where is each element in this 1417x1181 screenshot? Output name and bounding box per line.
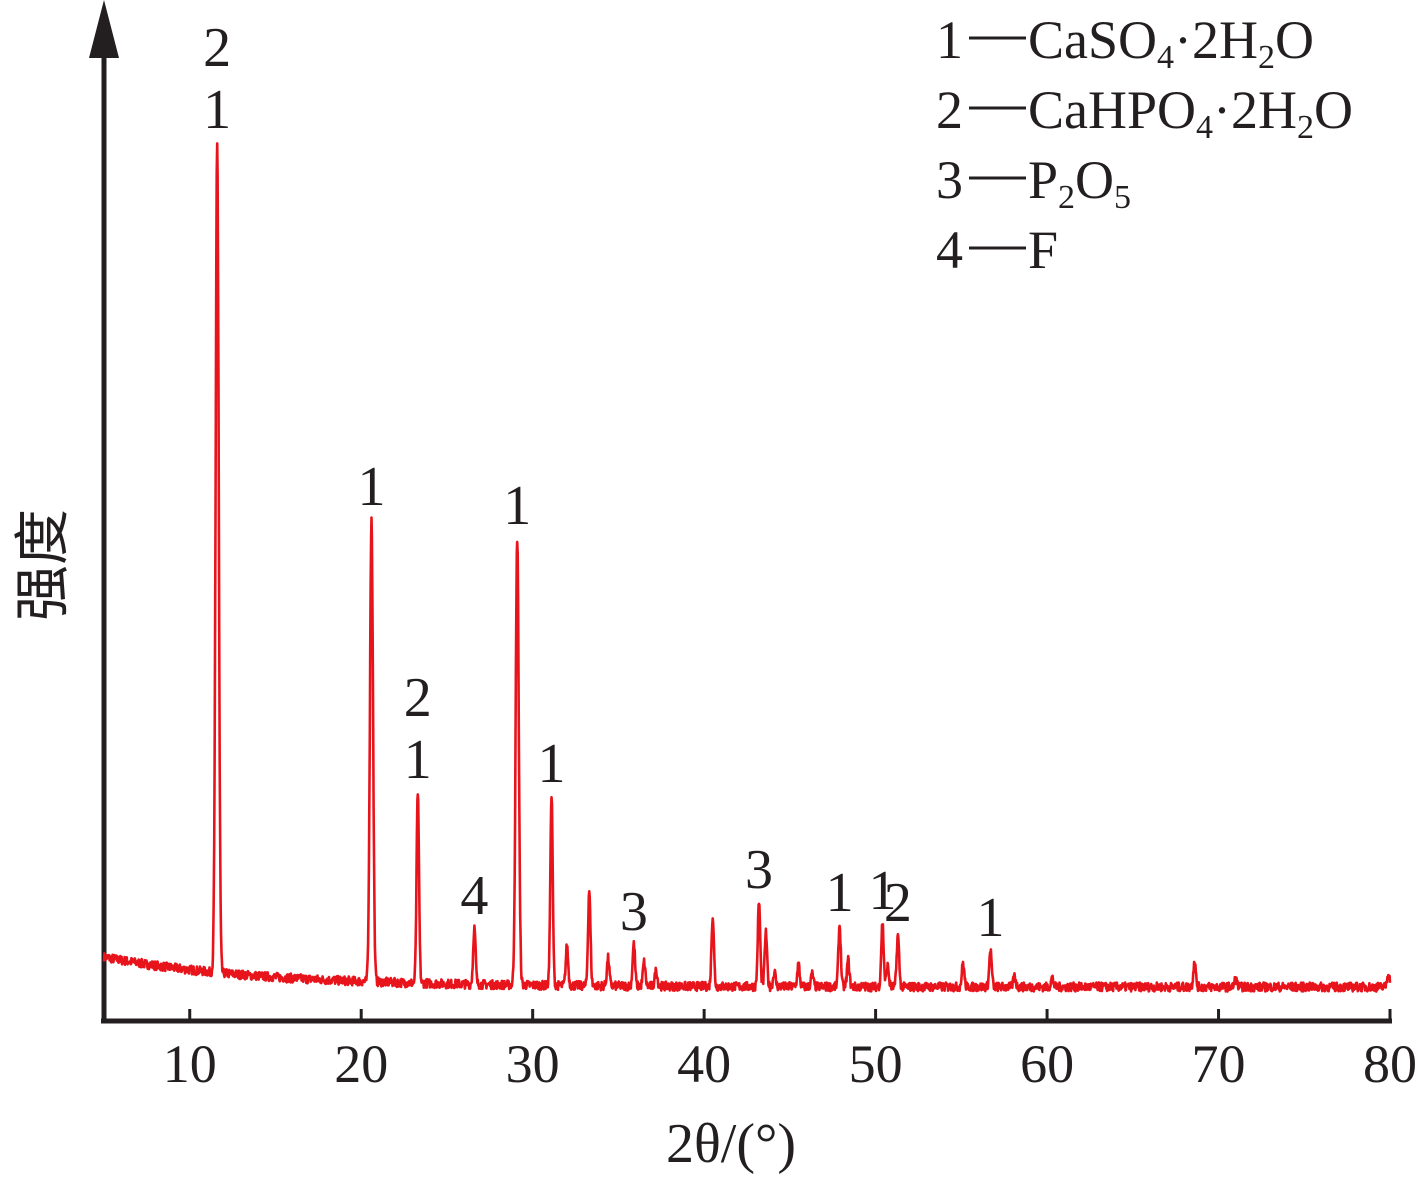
peak-label: 3 [620, 881, 648, 943]
peak-label: 1 [976, 887, 1004, 949]
x-tick-labels: 10 20 30 40 50 60 70 80 [163, 1034, 1417, 1094]
x-tick-label: 50 [849, 1034, 903, 1094]
peak-label: 1 [404, 729, 432, 791]
x-tick-label: 60 [1020, 1034, 1074, 1094]
legend-formula: CaHPO4·2H2O [1028, 80, 1353, 146]
peak-label: 1 [203, 79, 231, 141]
legend-key: 1 [936, 10, 963, 70]
peak-label: 3 [745, 839, 773, 901]
x-tick-label: 80 [1363, 1034, 1417, 1094]
peak-label: 2 [884, 872, 912, 934]
peak-label: 2 [404, 667, 432, 729]
peak-label: 1 [357, 456, 385, 518]
peak-label: 1 [826, 862, 854, 924]
legend-key: 3 [936, 150, 963, 210]
legend: 1 CaSO4·2H2O 2 CaHPO4·2H2O 3 P2O5 4 F [936, 10, 1353, 280]
legend-formula: F [1028, 220, 1058, 280]
x-tick-label: 20 [334, 1034, 388, 1094]
legend-formula: P2O5 [1028, 150, 1131, 216]
peak-label: 1 [538, 733, 566, 795]
legend-key: 2 [936, 80, 963, 140]
y-axis-label: 强度 [13, 509, 75, 621]
x-axis-label: 2θ/(°) [666, 1113, 796, 1175]
y-axis-arrow [89, 0, 119, 58]
peak-label: 1 [503, 475, 531, 537]
x-tick-label: 30 [506, 1034, 560, 1094]
peak-label: 2 [203, 17, 231, 79]
xrd-trace-line [102, 142, 1392, 993]
legend-formula: CaSO4·2H2O [1028, 10, 1314, 76]
legend-key: 4 [936, 220, 963, 280]
x-tick-label: 10 [163, 1034, 217, 1094]
peak-label: 1 [868, 860, 896, 922]
x-tick-label: 70 [1192, 1034, 1246, 1094]
peak-label: 4 [460, 865, 488, 927]
x-tick-label: 40 [677, 1034, 731, 1094]
x-tick-marks [188, 1009, 1392, 1020]
